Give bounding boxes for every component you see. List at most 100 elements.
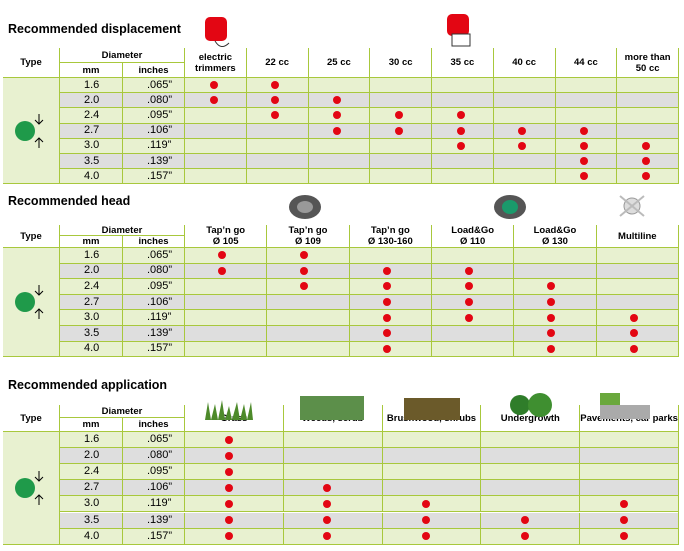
grid-cell [185, 169, 247, 185]
dot [300, 251, 309, 260]
grid-cell [481, 448, 581, 465]
dot [224, 451, 233, 460]
grid-cell [617, 78, 679, 94]
dot [547, 344, 556, 353]
type-cell [3, 78, 60, 185]
grid-cell [432, 248, 515, 264]
dot [629, 329, 638, 338]
inches-cell: .139” [123, 154, 185, 170]
grid-cell [617, 169, 679, 185]
dot [224, 532, 233, 541]
grid-cell [246, 138, 309, 154]
dot [224, 516, 233, 525]
inches-cell: .095” [123, 464, 185, 481]
dot [456, 111, 465, 120]
multiline-icon [619, 195, 645, 217]
dot [224, 499, 233, 508]
grid-cell [185, 248, 268, 264]
grid-cell [617, 108, 679, 124]
grid-cell [432, 138, 494, 154]
inches-cell: .119” [123, 310, 185, 326]
grid-cell [308, 123, 371, 139]
grid-cell [185, 294, 268, 311]
dot [422, 532, 431, 541]
dot [323, 532, 332, 541]
grid-cell [185, 279, 268, 295]
section-title: Recommended displacement [8, 22, 181, 36]
grid-cell [432, 108, 494, 124]
grid-cell [481, 496, 581, 513]
mm-cell: 1.6 [60, 248, 123, 264]
line-type-icon [15, 470, 44, 505]
grid-cell [481, 528, 581, 545]
inches-cell: .106” [123, 294, 185, 311]
grid-cell [308, 108, 371, 124]
dot [217, 266, 226, 275]
dot [641, 157, 650, 166]
column-header: 30 cc [370, 48, 432, 78]
dot [547, 282, 556, 291]
grid-cell [185, 432, 284, 449]
dot [394, 126, 403, 135]
grid-cell [246, 169, 309, 185]
dot [456, 126, 465, 135]
type-cell [3, 248, 60, 358]
grid-cell [185, 263, 268, 280]
dot [464, 313, 473, 322]
dot [382, 313, 391, 322]
inches-cell: .119” [123, 496, 185, 513]
grid-cell [493, 123, 556, 139]
dot [382, 282, 391, 291]
column-header: Load&Go Ø 110 [432, 225, 515, 248]
grid-cell [267, 326, 350, 342]
mm-cell: 2.7 [60, 123, 123, 139]
inches-cell: .106” [123, 480, 185, 497]
grid-cell [246, 154, 309, 170]
grid-cell [185, 496, 284, 513]
grid-cell [432, 123, 494, 139]
dot [224, 435, 233, 444]
column-header: Tap’n go Ø 109 [267, 225, 350, 248]
grid-cell [580, 432, 679, 449]
dot [580, 126, 589, 135]
grass-icon [205, 400, 253, 420]
mm-cell: 2.0 [60, 448, 123, 465]
grid-cell [580, 480, 679, 497]
inches-cell: .065” [123, 78, 185, 94]
grid-cell [283, 464, 383, 481]
mm-cell: 2.4 [60, 464, 123, 481]
inches-header: inches [123, 236, 185, 248]
inches-cell: .106” [123, 123, 185, 139]
grid-cell [308, 78, 371, 94]
grid-cell [432, 310, 515, 326]
dot [580, 157, 589, 166]
grid-cell [370, 169, 432, 185]
mm-header: mm [60, 418, 123, 432]
mm-cell: 3.5 [60, 326, 123, 342]
grid-cell [267, 279, 350, 295]
grid-cell [283, 528, 383, 545]
mm-cell: 3.0 [60, 310, 123, 326]
grid-cell [580, 512, 679, 529]
grid-cell [185, 464, 284, 481]
engine-icon [447, 14, 471, 47]
diameter-header: Diameter [60, 405, 185, 418]
inches-cell: .080” [123, 93, 185, 109]
dot [619, 499, 628, 508]
dot [323, 499, 332, 508]
grid-cell [185, 93, 247, 109]
grid-cell [185, 326, 268, 342]
inches-cell: .065” [123, 432, 185, 449]
grid-cell [185, 448, 284, 465]
grid-cell [349, 279, 432, 295]
grid-cell [349, 263, 432, 280]
pavement-icon [600, 393, 650, 419]
grid-cell [349, 341, 432, 358]
column-header: Multiline [596, 225, 679, 248]
grid-cell [382, 528, 482, 545]
grid-cell [432, 169, 494, 185]
grid-cell [185, 123, 247, 139]
grid-cell [432, 326, 515, 342]
dot [333, 126, 342, 135]
dot [224, 483, 233, 492]
